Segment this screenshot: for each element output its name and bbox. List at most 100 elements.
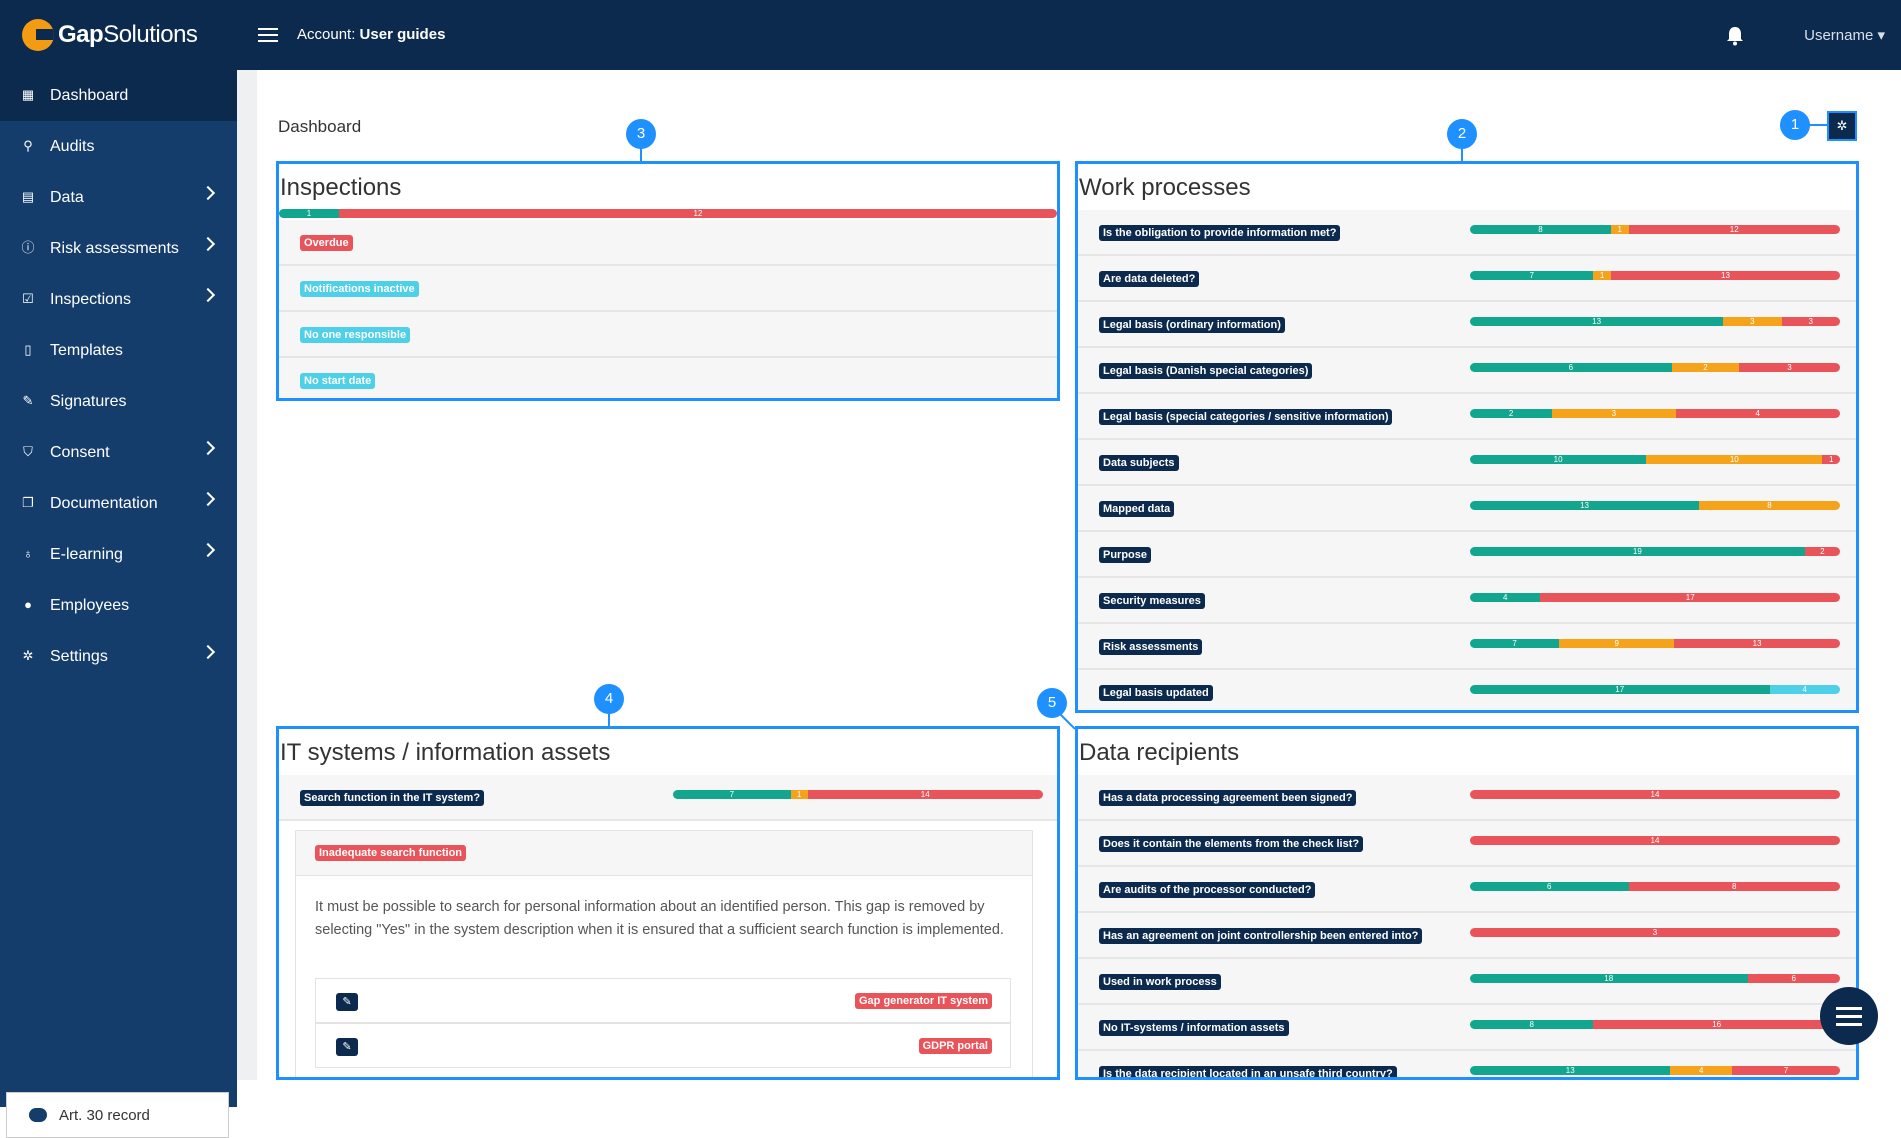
bar-segment[interactable]: 13 [1470,317,1724,326]
bar-segment[interactable]: 2 [1671,363,1740,372]
sidebar-item-templates[interactable]: ▯ Templates [0,325,237,376]
table-row[interactable]: Purpose 19 2 [1078,532,1856,578]
question-label[interactable]: Is the obligation to provide information… [1099,225,1341,241]
bar-segment[interactable]: 1 [1822,455,1840,464]
bar-segment[interactable]: 6 [1470,363,1672,372]
bar-segment[interactable]: 3 [1552,409,1676,418]
bar-segment[interactable]: 7 [1470,271,1594,280]
bar-segment[interactable]: 6 [1470,882,1629,891]
table-row[interactable]: Legal basis (Danish special categories) 6… [1078,348,1856,394]
bar-segment[interactable]: 18 [1470,974,1748,983]
bar-segment[interactable]: 9 [1559,639,1675,648]
table-row[interactable]: Used in work process 18 6 [1078,959,1856,1005]
bar-segment[interactable]: 17 [1540,593,1840,602]
edit-icon[interactable]: ✎ [336,1038,358,1056]
bar-segment[interactable]: 14 [1470,836,1840,845]
bar-segment[interactable]: 6 [1747,974,1840,983]
table-row[interactable]: Search function in the IT system? 7 1 14 [279,775,1057,821]
question-label[interactable]: Data subjects [1099,455,1179,471]
question-label[interactable]: Security measures [1099,593,1205,609]
bar-segment[interactable]: 3 [1470,928,1840,937]
bar-segment[interactable]: 10 [1470,455,1647,464]
question-label[interactable]: Does it contain the elements from the ch… [1099,836,1364,852]
status-badge[interactable]: No one responsible [300,327,411,343]
bar-segment[interactable]: 19 [1470,547,1805,556]
bar-segment[interactable]: 1 [1593,271,1611,280]
list-item[interactable]: Overdue [279,220,1057,266]
table-row[interactable]: Is the obligation to provide information… [1078,210,1856,256]
list-item[interactable]: No start date [279,358,1057,398]
table-row[interactable]: Legal basis updated 17 4 [1078,670,1856,710]
bar-segment[interactable]: 8 [1470,225,1611,234]
bar-segment[interactable]: 2 [1470,409,1553,418]
sidebar-item-employees[interactable]: ● Employees [0,580,237,631]
bar-segment[interactable]: 17 [1470,685,1770,694]
bar-segment[interactable]: 1 [279,209,339,218]
bar-segment[interactable]: 13 [1674,639,1840,648]
table-row[interactable]: Is the data recipient located in an unsa… [1078,1051,1856,1077]
question-label[interactable]: Legal basis updated [1099,685,1213,701]
table-row[interactable]: Data subjects 10 10 1 [1078,440,1856,486]
bar-segment[interactable]: 4 [1470,593,1541,602]
bar-segment[interactable]: 4 [1675,409,1840,418]
sidebar-item-inspections[interactable]: ☑ Inspections [0,274,237,325]
bar-segment[interactable]: 4 [1670,1066,1733,1075]
bar-segment[interactable]: 3 [1739,363,1840,372]
bar-segment[interactable]: 12 [338,209,1057,218]
question-label[interactable]: Legal basis (ordinary information) [1099,317,1285,333]
bar-segment[interactable]: 4 [1769,685,1840,694]
question-label[interactable]: Used in work process [1099,974,1221,990]
sidebar-item-data[interactable]: ▤ Data [0,172,237,223]
bar-segment[interactable]: 8 [1628,882,1840,891]
bar-segment[interactable]: 14 [807,790,1043,799]
question-label[interactable]: Risk assessments [1099,639,1203,655]
table-row[interactable]: Has a data processing agreement been sig… [1078,775,1856,821]
bar-segment[interactable]: 2 [1804,547,1840,556]
question-label[interactable]: Has an agreement on joint controllership… [1099,928,1423,944]
gapsolutions-logo[interactable]: GapSolutions [22,19,198,51]
bar-segment[interactable]: 16 [1593,1020,1840,1029]
sidebar-item-dashboard[interactable]: ▦ Dashboard [0,70,237,121]
bar-segment[interactable]: 3 [1781,317,1840,326]
sidebar-item-e-learning[interactable]: ♁ E-learning [0,529,237,580]
question-label[interactable]: Search function in the IT system? [300,790,485,806]
status-badge[interactable]: Overdue [300,235,353,251]
sidebar-item-audits[interactable]: ⚲ Audits [0,121,237,172]
table-row[interactable]: Does it contain the elements from the ch… [1078,821,1856,867]
question-label[interactable]: Has a data processing agreement been sig… [1099,790,1357,806]
bar-segment[interactable]: 1 [790,790,808,799]
list-item[interactable]: Notifications inactive [279,266,1057,312]
bar-segment[interactable]: 7 [1470,639,1560,648]
question-label[interactable]: Is the data recipient located in an unsa… [1099,1066,1397,1077]
table-row[interactable]: Are data deleted? 7 1 13 [1078,256,1856,302]
table-row[interactable]: Legal basis (ordinary information) 13 3 3 [1078,302,1856,348]
bar-segment[interactable]: 14 [1470,790,1840,799]
question-label[interactable]: Are audits of the processor conducted? [1099,882,1316,898]
bar-segment[interactable]: 7 [1732,1066,1840,1075]
gap-link-badge[interactable]: GDPR portal [918,1038,992,1054]
gap-link-badge[interactable]: Gap generator IT system [855,993,992,1009]
table-row[interactable]: No IT-systems / information assets 8 16 [1078,1005,1856,1051]
bar-segment[interactable]: 8 [1699,501,1840,510]
menu-toggle-icon[interactable] [258,28,278,42]
table-row[interactable]: Has an agreement on joint controllership… [1078,913,1856,959]
question-label[interactable]: Purpose [1099,547,1152,563]
bar-segment[interactable]: 13 [1470,1066,1671,1075]
edit-icon[interactable]: ✎ [336,993,358,1011]
list-item[interactable]: No one responsible [279,312,1057,358]
bar-segment[interactable]: 1 [1610,225,1629,234]
question-label[interactable]: Legal basis (special categories / sensit… [1099,409,1393,425]
user-menu[interactable]: Username ▾ [1804,27,1885,44]
sidebar-item-risk-assessments[interactable]: ⓘ Risk assessments [0,223,237,274]
floating-menu-button[interactable] [1820,987,1878,1045]
sidebar-item-signatures[interactable]: ✎ Signatures [0,376,237,427]
bar-segment[interactable]: 7 [673,790,791,799]
question-label[interactable]: Mapped data [1099,501,1175,517]
table-row[interactable]: Mapped data 13 8 [1078,486,1856,532]
question-label[interactable]: Are data deleted? [1099,271,1200,287]
sidebar-item-consent[interactable]: ⛉ Consent [0,427,237,478]
dashboard-settings-button[interactable]: ✲ [1827,111,1857,141]
sidebar-item-documentation[interactable]: ❐ Documentation [0,478,237,529]
bell-icon[interactable] [1726,26,1744,46]
table-row[interactable]: Are audits of the processor conducted? 6 8 [1078,867,1856,913]
